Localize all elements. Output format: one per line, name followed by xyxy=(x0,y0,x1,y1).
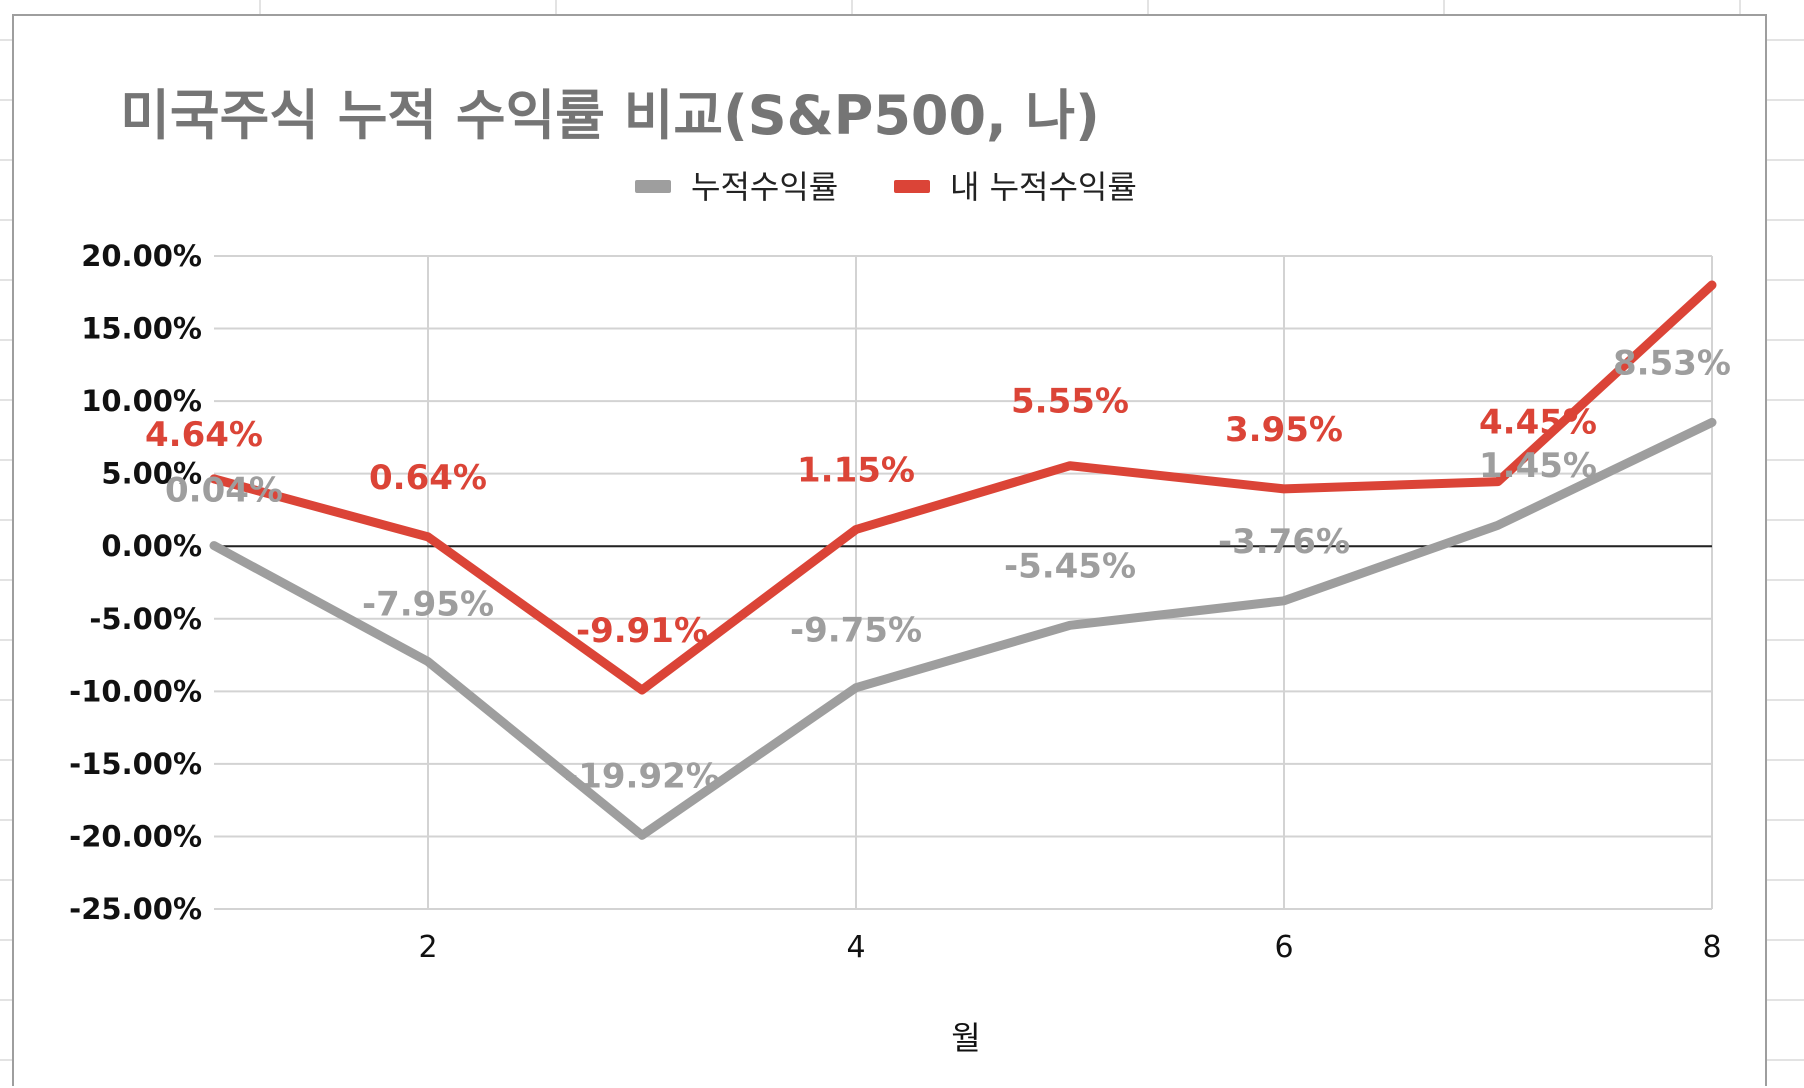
x-axis: 2 4 6 8 xyxy=(418,930,1721,965)
data-label-series-1: 1.45% xyxy=(1479,446,1597,486)
y-tick-label: -25.00% xyxy=(69,892,202,926)
chart-card[interactable]: 미국주식 누적 수익률 비교(S&P500, 나) 누적수익률 내 누적수익률 … xyxy=(12,14,1767,1086)
x-axis-title: 월 xyxy=(951,1019,980,1057)
y-tick-label: 0.00% xyxy=(101,529,202,563)
data-label-series-2: 0.64% xyxy=(369,458,487,498)
data-label-series-1: -3.76% xyxy=(1218,522,1350,562)
y-tick-label: -10.00% xyxy=(69,674,202,708)
x-tick-label: 8 xyxy=(1702,930,1721,965)
y-tick-label: -5.00% xyxy=(89,602,202,636)
data-label-series-1: -9.75% xyxy=(790,611,922,651)
y-tick-label: -20.00% xyxy=(69,819,202,853)
legend-label-series-2: 내 누적수익률 xyxy=(950,168,1137,206)
data-label-series-2: 3.95% xyxy=(1225,410,1343,450)
data-label-series-2: 1.15% xyxy=(797,451,915,491)
data-label-series-1: 0.04% xyxy=(165,471,283,511)
data-label-series-1: -5.45% xyxy=(1004,546,1136,586)
chart-title: 미국주식 누적 수익률 비교(S&P500, 나) xyxy=(120,84,1100,147)
x-tick-label: 4 xyxy=(846,930,865,965)
plot-gridlines xyxy=(214,255,1713,910)
legend-label-series-1: 누적수익률 xyxy=(691,168,838,206)
data-label-series-1: -7.95% xyxy=(362,585,494,625)
series-lines xyxy=(209,280,1717,840)
data-label-series-2: 4.45% xyxy=(1479,403,1597,443)
series-line-1[interactable] xyxy=(209,417,1717,840)
data-label-series-1: -19.92% xyxy=(564,756,720,796)
y-tick-label: 5.00% xyxy=(101,457,202,491)
data-label-series-2: 5.55% xyxy=(1011,382,1129,422)
data-label-series-1: 8.53% xyxy=(1613,343,1731,383)
y-tick-label: 10.00% xyxy=(81,384,202,418)
x-tick-label: 2 xyxy=(418,930,437,965)
data-label-series-2: 4.64% xyxy=(145,415,263,455)
x-tick-label: 6 xyxy=(1274,930,1293,965)
legend-swatch-series-1 xyxy=(635,180,671,193)
y-axis: 20.00% 15.00% 10.00% 5.00% 0.00% -5.00% -10.00… xyxy=(69,239,202,926)
data-label-series-2: -9.91% xyxy=(576,611,708,651)
series-line-2[interactable] xyxy=(209,280,1717,695)
line-chart: 미국주식 누적 수익률 비교(S&P500, 나) 누적수익률 내 누적수익률 … xyxy=(69,84,1731,1057)
legend-swatch-series-2 xyxy=(894,180,930,193)
y-tick-label: 15.00% xyxy=(81,312,202,346)
legend[interactable]: 누적수익률 내 누적수익률 xyxy=(635,168,1137,206)
y-tick-label: 20.00% xyxy=(81,239,202,273)
data-labels: 0.04% -7.95% -19.92% -9.75% -5.45% -3.76% 1.45… xyxy=(145,343,1731,796)
y-tick-label: -15.00% xyxy=(69,747,202,781)
